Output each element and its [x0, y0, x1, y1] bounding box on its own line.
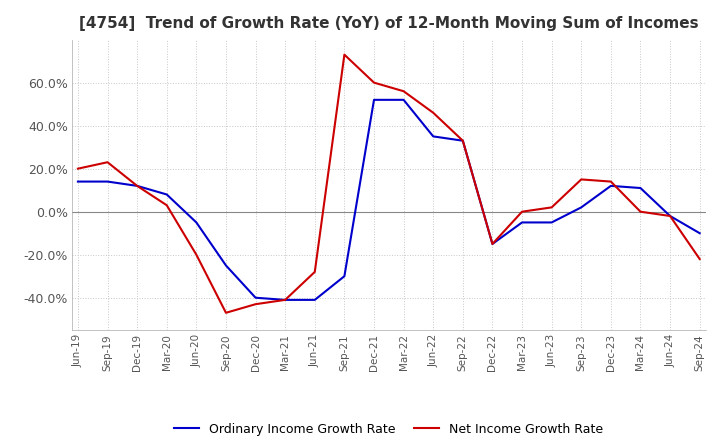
Net Income Growth Rate: [369, 80, 378, 85]
Net Income Growth Rate: [577, 177, 585, 182]
Ordinary Income Growth Rate: [400, 97, 408, 103]
Ordinary Income Growth Rate: [666, 213, 675, 219]
Ordinary Income Growth Rate: [222, 263, 230, 268]
Line: Net Income Growth Rate: Net Income Growth Rate: [78, 55, 700, 313]
Ordinary Income Growth Rate: [577, 205, 585, 210]
Ordinary Income Growth Rate: [547, 220, 556, 225]
Net Income Growth Rate: [429, 110, 438, 115]
Ordinary Income Growth Rate: [429, 134, 438, 139]
Net Income Growth Rate: [281, 297, 289, 303]
Ordinary Income Growth Rate: [696, 231, 704, 236]
Net Income Growth Rate: [636, 209, 645, 214]
Net Income Growth Rate: [340, 52, 348, 57]
Net Income Growth Rate: [73, 166, 82, 171]
Net Income Growth Rate: [666, 213, 675, 219]
Legend: Ordinary Income Growth Rate, Net Income Growth Rate: Ordinary Income Growth Rate, Net Income …: [169, 418, 608, 440]
Net Income Growth Rate: [163, 202, 171, 208]
Net Income Growth Rate: [606, 179, 615, 184]
Net Income Growth Rate: [132, 183, 141, 188]
Line: Ordinary Income Growth Rate: Ordinary Income Growth Rate: [78, 100, 700, 300]
Ordinary Income Growth Rate: [310, 297, 319, 303]
Ordinary Income Growth Rate: [518, 220, 526, 225]
Ordinary Income Growth Rate: [369, 97, 378, 103]
Net Income Growth Rate: [547, 205, 556, 210]
Ordinary Income Growth Rate: [636, 185, 645, 191]
Net Income Growth Rate: [488, 241, 497, 246]
Ordinary Income Growth Rate: [163, 192, 171, 197]
Ordinary Income Growth Rate: [192, 220, 201, 225]
Net Income Growth Rate: [518, 209, 526, 214]
Ordinary Income Growth Rate: [459, 138, 467, 143]
Ordinary Income Growth Rate: [73, 179, 82, 184]
Ordinary Income Growth Rate: [132, 183, 141, 188]
Title: [4754]  Trend of Growth Rate (YoY) of 12-Month Moving Sum of Incomes: [4754] Trend of Growth Rate (YoY) of 12-…: [79, 16, 698, 32]
Net Income Growth Rate: [400, 88, 408, 94]
Ordinary Income Growth Rate: [281, 297, 289, 303]
Ordinary Income Growth Rate: [488, 241, 497, 246]
Ordinary Income Growth Rate: [103, 179, 112, 184]
Net Income Growth Rate: [222, 310, 230, 315]
Net Income Growth Rate: [192, 252, 201, 257]
Net Income Growth Rate: [103, 160, 112, 165]
Net Income Growth Rate: [459, 138, 467, 143]
Ordinary Income Growth Rate: [340, 274, 348, 279]
Ordinary Income Growth Rate: [251, 295, 260, 301]
Net Income Growth Rate: [251, 301, 260, 307]
Net Income Growth Rate: [310, 269, 319, 275]
Ordinary Income Growth Rate: [606, 183, 615, 188]
Net Income Growth Rate: [696, 257, 704, 262]
